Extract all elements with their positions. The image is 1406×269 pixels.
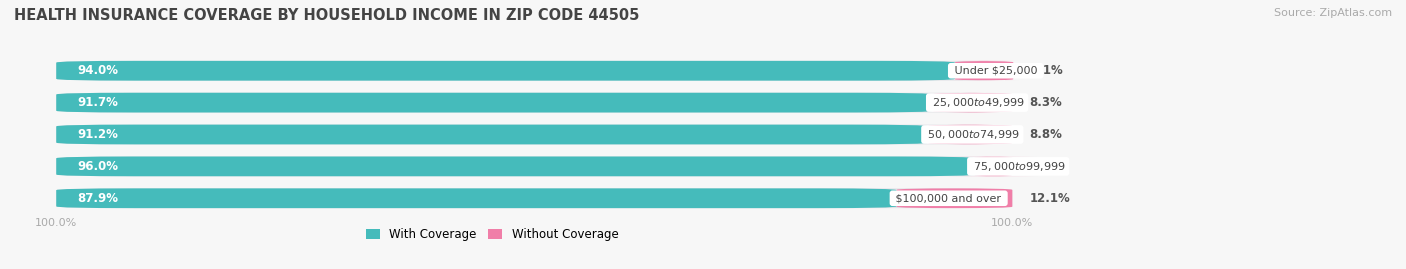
Text: 96.0%: 96.0% bbox=[77, 160, 118, 173]
Text: 6.1%: 6.1% bbox=[1031, 64, 1063, 77]
Text: 100.0%: 100.0% bbox=[35, 218, 77, 228]
Text: 94.0%: 94.0% bbox=[77, 64, 118, 77]
Text: $25,000 to $49,999: $25,000 to $49,999 bbox=[929, 96, 1025, 109]
Text: 100.0%: 100.0% bbox=[991, 218, 1033, 228]
Text: $100,000 and over: $100,000 and over bbox=[893, 193, 1005, 203]
Text: Source: ZipAtlas.com: Source: ZipAtlas.com bbox=[1274, 8, 1392, 18]
FancyBboxPatch shape bbox=[56, 125, 928, 144]
Legend: With Coverage, Without Coverage: With Coverage, Without Coverage bbox=[361, 223, 623, 246]
Text: 87.9%: 87.9% bbox=[77, 192, 118, 205]
FancyBboxPatch shape bbox=[950, 61, 1018, 81]
Text: 91.2%: 91.2% bbox=[77, 128, 118, 141]
Text: 12.1%: 12.1% bbox=[1029, 192, 1070, 205]
FancyBboxPatch shape bbox=[897, 188, 1012, 208]
Text: $50,000 to $74,999: $50,000 to $74,999 bbox=[924, 128, 1021, 141]
FancyBboxPatch shape bbox=[928, 125, 1012, 144]
Text: 91.7%: 91.7% bbox=[77, 96, 118, 109]
FancyBboxPatch shape bbox=[56, 93, 1012, 112]
FancyBboxPatch shape bbox=[56, 157, 974, 176]
Text: 8.3%: 8.3% bbox=[1029, 96, 1062, 109]
FancyBboxPatch shape bbox=[56, 188, 1012, 208]
FancyBboxPatch shape bbox=[56, 61, 955, 81]
FancyBboxPatch shape bbox=[934, 93, 1012, 112]
Text: $75,000 to $99,999: $75,000 to $99,999 bbox=[970, 160, 1067, 173]
FancyBboxPatch shape bbox=[56, 125, 1012, 144]
FancyBboxPatch shape bbox=[949, 157, 1038, 176]
FancyBboxPatch shape bbox=[56, 61, 1012, 81]
Text: HEALTH INSURANCE COVERAGE BY HOUSEHOLD INCOME IN ZIP CODE 44505: HEALTH INSURANCE COVERAGE BY HOUSEHOLD I… bbox=[14, 8, 640, 23]
Text: 8.8%: 8.8% bbox=[1029, 128, 1062, 141]
Text: 4.0%: 4.0% bbox=[1029, 160, 1062, 173]
FancyBboxPatch shape bbox=[56, 188, 897, 208]
FancyBboxPatch shape bbox=[56, 157, 1012, 176]
Text: Under $25,000: Under $25,000 bbox=[950, 66, 1040, 76]
FancyBboxPatch shape bbox=[56, 93, 934, 112]
